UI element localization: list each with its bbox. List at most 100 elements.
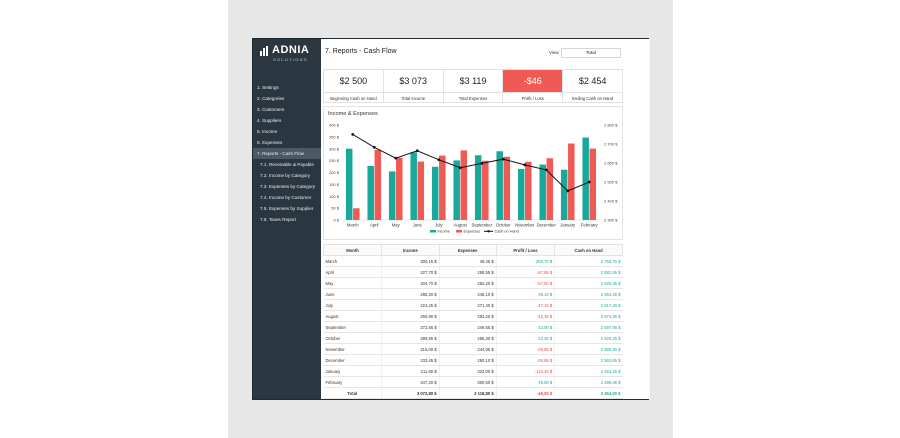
table-cell: 293,25 $	[438, 310, 497, 322]
sidebar-item-2[interactable]: 3. Customers	[257, 107, 285, 112]
kpi-value: $3 119	[443, 70, 503, 93]
income-bar	[539, 164, 546, 220]
table-cell: July	[323, 299, 382, 311]
y-left-tick-label: 200 $	[329, 170, 340, 175]
table-cell: March	[323, 255, 382, 267]
chart-panel: 400 $ 350 $ 300 $ 250 $ 200 $ 150 $ 100 $ 50 $ 0…	[323, 106, 623, 240]
kpi-value: $2 500	[324, 70, 383, 93]
table-row: December 233,45 $260,10 $ -26,65 $2 563,65…	[323, 354, 623, 366]
income-bar	[453, 160, 460, 220]
view-select[interactable]: Total	[561, 48, 621, 58]
kpi-label: Total Expenses	[458, 96, 488, 101]
logo: ADNIA SOLUTIONS	[260, 44, 318, 67]
table-cell: 295,55 $	[438, 266, 497, 278]
sidebar-item-6[interactable]: 7. Reports - Cash Flow	[253, 148, 321, 159]
table-cell: January	[323, 365, 382, 377]
y-left-tick-label: 50 $	[331, 206, 340, 211]
table-cell: 244,95 $	[438, 343, 497, 355]
sidebar-item-3[interactable]: 4. Suppliers	[257, 118, 282, 123]
column-header: Income	[381, 244, 440, 256]
kpi-label: Beginning Cash on Hand	[330, 96, 377, 101]
column-header: Expenses	[438, 244, 497, 256]
income-bar	[582, 137, 589, 220]
table-cell: 2 453,25 $	[554, 365, 623, 377]
table-cell: 215,00 $	[381, 343, 440, 355]
table-cell: 224,25 $	[381, 299, 440, 311]
y-left-tick-label: 250 $	[329, 158, 340, 163]
table-cell: 233,45 $	[381, 354, 440, 366]
table-cell: -42,35 $	[495, 310, 555, 322]
table-cell: 266,30 $	[438, 332, 497, 344]
table-row: July 224,25 $271,40 $ -47,15 $2 617,30 $	[323, 299, 623, 311]
table-cell: 289,55 $	[381, 332, 440, 344]
table-row: November 215,00 $244,95 $ -29,95 $2 590,30…	[323, 343, 623, 355]
y-right-tick-label: 2 800 $	[604, 123, 618, 128]
y-right-tick-label: 2 400 $	[604, 199, 618, 204]
table-cell: December	[323, 354, 382, 366]
table-cell: 2 625,35 $	[554, 277, 623, 289]
table-cell: -57,50 $	[495, 277, 555, 289]
expenses-bar	[546, 158, 554, 220]
table-cell: 49,45 $	[438, 255, 497, 267]
x-tick-label: December	[537, 223, 557, 228]
table-cell: 204,70 $	[381, 277, 440, 289]
sidebar-item-7[interactable]: 7.1. Receivable & Payable	[260, 162, 314, 167]
table-cell: 2 597,95 $	[554, 321, 623, 333]
table-cell: 2 563,65 $	[554, 354, 623, 366]
income-bar	[496, 151, 503, 220]
y-left-tick-label: 400 $	[329, 123, 340, 128]
table-cell: 262,20 $	[438, 277, 497, 289]
y-left-tick-label: 350 $	[329, 134, 340, 139]
kpi-label: Profit / Loss	[521, 96, 544, 101]
sidebar-item-11[interactable]: 7.5. Expenses by Supplier	[260, 206, 314, 211]
logo-bars-icon	[260, 46, 270, 56]
table-cell: 2 574,95 $	[554, 310, 623, 322]
table-cell: 272,55 $	[381, 321, 440, 333]
sidebar-item-10[interactable]: 7.4. Income by Customer	[260, 195, 312, 200]
kpi-value: $3 073	[383, 70, 443, 93]
table-cell: 2 454,00 $	[554, 387, 623, 399]
kpi-row: $2 500 Beginning Cash on Hand $3 073 Total …	[323, 69, 623, 103]
expenses-bar	[568, 143, 575, 220]
x-tick-label: November	[515, 223, 535, 228]
table-cell: October	[323, 332, 382, 344]
table-cell: September	[323, 321, 382, 333]
expenses-bar	[353, 208, 360, 220]
table-cell: February	[323, 376, 382, 388]
table-row: October 289,55 $266,30 $23,25 $2 620,25 $	[323, 332, 623, 344]
column-header: Cash on Hand	[554, 244, 623, 256]
y-right-tick-label: 2 700 $	[604, 142, 618, 147]
table-cell: 39,10 $	[495, 288, 555, 300]
logo-text: ADNIA	[272, 44, 310, 56]
table-total-row: Total 3 072,80 $3 118,80 $ -46,00 $2 454,0…	[323, 387, 623, 399]
sidebar-item-12[interactable]: 7.6. Taxes Report	[260, 217, 296, 222]
expenses-bar	[396, 157, 403, 220]
sidebar-item-4[interactable]: 5. Income	[257, 129, 278, 134]
sidebar-item-0[interactable]: 1. Settings	[257, 85, 279, 90]
table-cell: 322,00 $	[438, 365, 497, 377]
expenses-bar	[589, 148, 597, 220]
table-cell: 211,60 $	[381, 365, 440, 377]
x-tick-label: January	[560, 223, 576, 228]
x-tick-label: March	[347, 223, 359, 228]
table-cell: -67,85 $	[495, 266, 555, 278]
sidebar-item-9[interactable]: 7.3. Expenses by Category	[260, 184, 316, 189]
table-cell: June	[323, 288, 382, 300]
sidebar-item-8[interactable]: 7.2. Income by Category	[260, 173, 311, 178]
table-cell: 2 664,45 $	[554, 288, 623, 300]
table-cell: August	[323, 310, 382, 322]
y-left-tick-label: 0 $	[333, 218, 339, 223]
sidebar-item-1[interactable]: 2. Categories	[257, 96, 285, 101]
x-tick-label: July	[435, 223, 443, 228]
table-row: September 272,55 $249,55 $23,00 $2 597,95…	[323, 321, 623, 333]
sidebar-item-5[interactable]: 6. Expenses	[257, 140, 283, 145]
table-cell: 246,10 $	[438, 288, 497, 300]
y-right-tick-label: 2 300 $	[604, 218, 618, 223]
column-header: Profit / Loss	[495, 244, 556, 256]
x-tick-label: September	[472, 223, 493, 228]
expenses-bar	[374, 149, 382, 220]
kpi-label: Total Income	[401, 96, 426, 101]
page-title: 7. Reports - Cash Flow	[325, 48, 397, 55]
table-cell: 2 750,70 $	[554, 255, 623, 267]
table-row: February 347,20 $300,60 $46,60 $2 499,85 …	[323, 376, 623, 388]
